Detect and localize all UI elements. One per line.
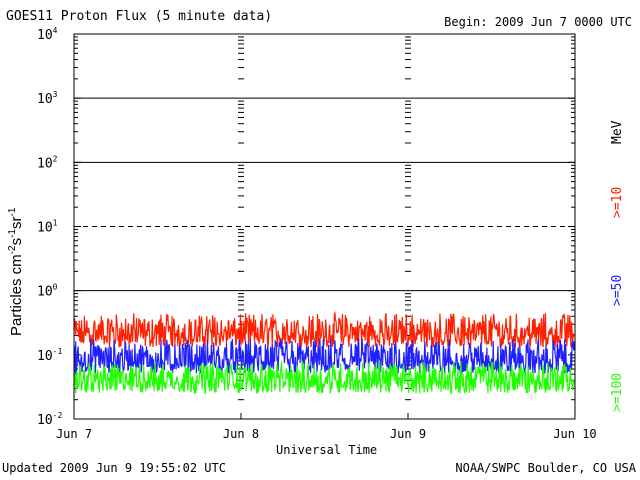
y-tick-label: 103 [37, 90, 58, 107]
legend: >=10 >=50 >=100 MeV [610, 120, 625, 412]
plot-frame [73, 33, 576, 420]
x-tick-labels: Jun 7 Jun 8 Jun 9 Jun 10 [56, 413, 597, 441]
y-tick-label: 10-2 [37, 411, 62, 428]
y-tick-label: 100 [37, 283, 58, 300]
y-tick-labels: 10-2 10-1 100 101 102 103 104 [37, 26, 62, 428]
chart-title: GOES11 Proton Flux (5 minute data) [6, 9, 273, 24]
x-tick-label: Jun 9 [390, 427, 426, 441]
y-tick-label: 102 [37, 154, 58, 171]
credit-label: NOAA/SWPC Boulder, CO USA [455, 461, 636, 475]
legend-unit: MeV [610, 120, 625, 144]
series-layer [73, 310, 576, 396]
y-axis-label: Particles cm-2s-1sr-1 [7, 207, 25, 336]
x-tick-label: Jun 10 [553, 427, 596, 441]
legend-entry: >=10 [610, 187, 625, 218]
updated-timestamp: Updated 2009 Jun 9 19:55:02 UTC [2, 461, 226, 475]
x-tick-label: Jun 8 [223, 427, 259, 441]
legend-entry: >=100 [610, 373, 625, 412]
y-tick-label: 101 [37, 219, 58, 236]
y-tick-label: 104 [37, 26, 58, 43]
series-line-1 [73, 338, 576, 375]
legend-entry: >=50 [610, 275, 625, 306]
y-tick-label: 10-1 [37, 347, 62, 364]
x-tick-label: Jun 7 [56, 427, 92, 441]
x-axis-label: Universal Time [276, 443, 378, 457]
series-line-0 [73, 310, 576, 349]
begin-time-label: Begin: 2009 Jun 7 0000 UTC [444, 15, 632, 29]
series-line-2 [73, 361, 576, 396]
